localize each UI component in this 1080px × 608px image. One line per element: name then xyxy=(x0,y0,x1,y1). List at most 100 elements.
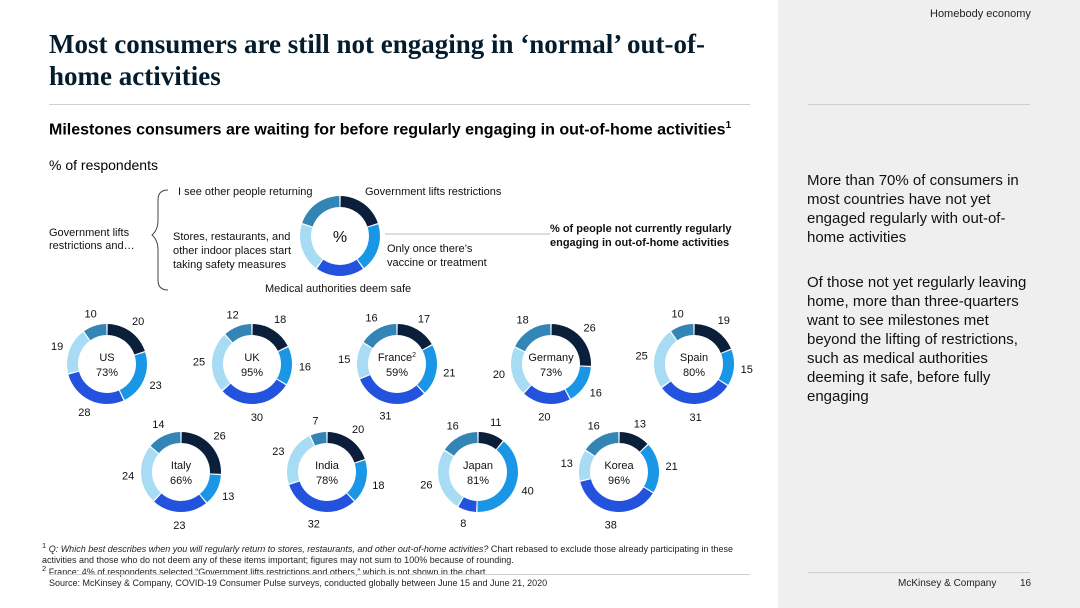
donut-japan-value-stores: 26 xyxy=(420,479,432,491)
donut-italy-value-medical: 23 xyxy=(173,520,185,532)
donut-germany-pct: 73% xyxy=(540,367,562,379)
donut-france-segment-vaccine xyxy=(417,345,438,393)
donut-india-segment-stores xyxy=(287,436,315,484)
donut-uk-value-medical: 30 xyxy=(251,412,263,424)
donut-us-value-others-returning: 20 xyxy=(132,316,144,328)
donut-italy-segment-gov-lifts xyxy=(150,432,181,454)
donut-japan-name: Japan xyxy=(463,460,493,472)
legend-donut-segment-stores xyxy=(300,224,323,268)
donut-japan-segment-stores xyxy=(438,450,463,507)
donut-japan-pct: 81% xyxy=(467,475,489,487)
donut-india-value-stores: 23 xyxy=(272,446,284,458)
footnote-1: 1 Q: Which best describes when you will … xyxy=(42,540,762,566)
donut-japan-segment-vaccine xyxy=(477,441,518,512)
page-title: Most consumers are still not engaging in… xyxy=(49,29,705,91)
donut-france-name: France2 xyxy=(378,352,416,364)
donut-italy-value-others-returning: 26 xyxy=(214,431,226,443)
donut-korea-segment-medical xyxy=(580,479,653,513)
donut-france-value-gov-lifts: 16 xyxy=(365,313,377,325)
donut-italy-segment-stores xyxy=(141,447,161,501)
donut-india-segment-medical xyxy=(289,481,354,512)
donut-uk-segment-stores xyxy=(211,335,232,391)
donut-spain-value-others-returning: 19 xyxy=(718,315,730,327)
sidebar-insight-2: Of those not yet regularly leaving home,… xyxy=(807,274,1027,405)
donut-france-segment-medical xyxy=(360,375,424,404)
donut-us-value-stores: 19 xyxy=(51,341,63,353)
donut-italy-segment-vaccine xyxy=(199,474,221,503)
donut-italy-value-vaccine: 13 xyxy=(222,491,234,503)
legend-donut xyxy=(300,196,380,276)
legend-center-note-line-1: % of people not currently regularly xyxy=(550,223,732,235)
page-number: 16 xyxy=(1020,578,1032,589)
donut-india-value-gov-lifts: 7 xyxy=(312,415,318,427)
donut-india-value-vaccine: 18 xyxy=(372,480,384,492)
donut-uk-value-others-returning: 18 xyxy=(274,314,286,326)
legend-key: Government lifts restrictions and… % I s… xyxy=(49,186,732,295)
donut-japan-segment-medical xyxy=(458,497,477,512)
legend-label-stores-line-2: other indoor places start xyxy=(173,245,291,257)
footnote-2: 2 France: 4% of respondents selected “Go… xyxy=(42,563,762,578)
donut-germany-value-vaccine: 16 xyxy=(590,387,602,399)
donut-us-segment-gov-lifts xyxy=(84,324,107,341)
donut-india-segment-vaccine xyxy=(347,460,367,501)
donut-france-segment-stores xyxy=(357,343,373,379)
donut-japan-segment-others-returning xyxy=(478,432,503,450)
donut-korea-value-others-returning: 13 xyxy=(634,418,646,430)
donut-korea-segment-gov-lifts xyxy=(585,432,619,456)
legend-donut-segment-medical xyxy=(317,259,363,276)
donut-spain-segment-gov-lifts xyxy=(671,324,694,341)
donut-india-value-medical: 32 xyxy=(308,518,320,530)
donut-japan-value-medical: 8 xyxy=(460,518,466,530)
donut-italy-name: Italy xyxy=(171,460,192,472)
donut-us-value-gov-lifts: 10 xyxy=(84,309,96,321)
donut-japan-value-others-returning: 11 xyxy=(490,417,501,429)
donut-spain: 19 15 31 25 10 Spain 80% xyxy=(636,309,753,424)
donut-italy-segment-medical xyxy=(154,493,206,512)
legend-label-medical: Medical authorities deem safe xyxy=(265,283,411,295)
donut-spain-segment-stores xyxy=(653,332,677,387)
title-divider xyxy=(49,104,750,105)
donut-uk-segment-others-returning xyxy=(252,324,288,351)
donut-uk-pct: 95% xyxy=(241,367,263,379)
donut-us-segment-stores xyxy=(66,332,90,374)
donut-uk-segment-vaccine xyxy=(277,347,292,385)
legend-donut-segment-vaccine xyxy=(357,224,380,268)
section-tag: Homebody economy xyxy=(930,8,1031,20)
donut-japan-segment-gov-lifts xyxy=(444,432,478,456)
donut-france: 17 21 31 15 16 France2 59% xyxy=(338,313,455,423)
donut-chart-area: Government lifts restrictions and… % I s… xyxy=(49,186,753,532)
donut-germany-segment-vaccine xyxy=(565,366,591,399)
donut-uk-value-gov-lifts: 12 xyxy=(227,310,239,322)
footnote-1-question: Q: Which best describes when you will re… xyxy=(48,544,489,554)
donut-germany-segment-medical xyxy=(524,385,570,404)
donut-germany-name: Germany xyxy=(528,352,574,364)
legend-prefix: Government lifts restrictions and… xyxy=(49,227,135,252)
donut-spain-value-vaccine: 15 xyxy=(741,364,753,376)
legend-label-vaccine: Only once there’s vaccine or treatment xyxy=(387,243,487,269)
donut-korea-segment-vaccine xyxy=(640,444,659,493)
donut-india-name: India xyxy=(315,460,340,472)
donut-france-segment-gov-lifts xyxy=(363,324,397,349)
legend-center: % xyxy=(333,229,347,246)
donut-us-segment-vaccine xyxy=(119,352,147,400)
source-note: Source: McKinsey & Company, COVID-19 Con… xyxy=(49,578,548,588)
donut-italy-value-stores: 24 xyxy=(122,470,134,482)
donut-us-segment-others-returning xyxy=(107,324,145,355)
donut-uk-segment-gov-lifts xyxy=(225,324,252,343)
donut-korea-segment-stores xyxy=(579,450,595,481)
legend-brace xyxy=(151,189,169,291)
donut-uk-segment-medical xyxy=(222,379,286,405)
country-donuts: 2023281910US73%1816302512UK95%1721311516… xyxy=(51,309,753,532)
donut-us-value-vaccine: 23 xyxy=(150,380,162,392)
donut-france-segment-others-returning xyxy=(397,324,432,350)
chart-subtitle-text: Milestones consumers are waiting for bef… xyxy=(49,121,726,139)
donut-us-segment-medical xyxy=(68,371,124,404)
donut-korea: 13 21 38 13 16 Korea 96% xyxy=(561,418,678,531)
donut-us-value-medical: 28 xyxy=(78,407,90,419)
donut-germany-value-medical: 20 xyxy=(538,412,550,424)
footnote-1-text: Chart rebased to exclude those already p… xyxy=(42,544,734,565)
donut-korea-value-stores: 13 xyxy=(561,458,573,470)
donut-korea-segment-others-returning xyxy=(619,432,648,452)
donut-france-value-medical: 31 xyxy=(379,411,391,423)
legend-label-stores: Stores, restaurants, and other indoor pl… xyxy=(173,231,294,271)
